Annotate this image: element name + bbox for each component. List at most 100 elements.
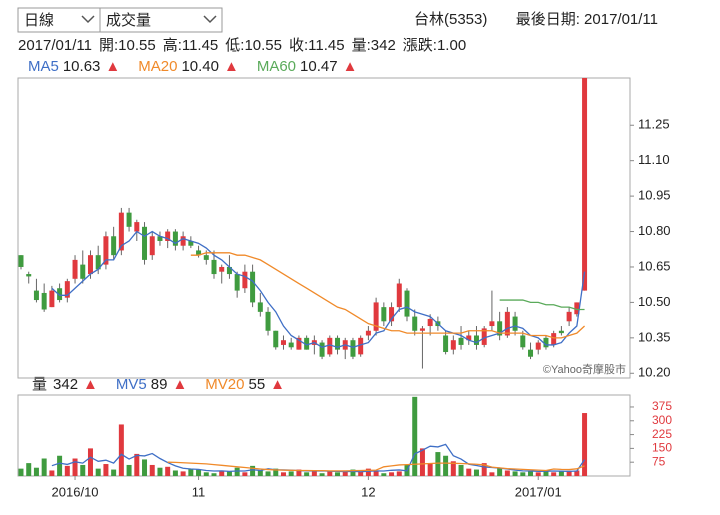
candle-body <box>80 264 86 279</box>
volume-bar <box>419 448 425 476</box>
y-tick-label: 10.20 <box>638 365 671 380</box>
volume-bar <box>26 463 32 476</box>
volume-bar <box>512 471 518 476</box>
legend-name: MV20 <box>205 376 244 393</box>
candle-body <box>427 318 433 327</box>
legend-name: MV5 <box>116 376 147 393</box>
legend-value: 10.40 <box>181 58 219 75</box>
legend-trend: ▲ <box>83 376 98 393</box>
info-item: 高:11.45 <box>163 37 219 54</box>
volume-bar <box>535 472 541 476</box>
candle-body <box>327 337 333 355</box>
legend-name: MA60 <box>257 58 296 75</box>
legend-value: 89 <box>151 376 168 393</box>
select-box[interactable] <box>99 7 223 33</box>
ma-line <box>51 230 586 348</box>
volume-bar <box>242 472 248 476</box>
volume-bar <box>103 464 109 476</box>
volume-panel <box>17 394 631 477</box>
candle-body <box>111 236 117 256</box>
info-item: 開:10.55 <box>99 37 156 54</box>
ma-line <box>190 252 585 339</box>
volume-bar <box>396 471 402 476</box>
candle-body <box>551 333 557 345</box>
candle-body <box>304 337 310 350</box>
period-select[interactable]: 日線 <box>17 7 101 33</box>
y-tick-label: 11.10 <box>638 152 670 167</box>
candle-body <box>396 283 402 308</box>
volume-bar <box>389 472 395 476</box>
volume-bar <box>574 470 580 476</box>
volume-bar <box>450 461 456 476</box>
volume-bar <box>558 471 564 476</box>
candle-body <box>528 349 534 357</box>
legend-value: 55 <box>248 376 265 393</box>
chevron[interactable] <box>81 15 95 24</box>
candle-body <box>149 236 155 256</box>
candle-body <box>566 311 572 322</box>
volume-bar <box>72 458 78 476</box>
candle-body <box>450 340 456 350</box>
select-text[interactable]: 成交量 <box>106 11 151 29</box>
volume-bar <box>566 470 572 476</box>
info-item: 低:10.55 <box>225 37 282 54</box>
volume-bar <box>497 467 503 476</box>
indicator-select[interactable]: 成交量 <box>99 7 223 33</box>
candle-body <box>64 281 70 298</box>
volume-bar <box>257 470 263 476</box>
volume-bar <box>203 472 209 476</box>
volume-bar <box>180 471 186 476</box>
candle-body <box>26 274 32 277</box>
select-text[interactable]: 日線 <box>24 12 54 29</box>
candle-body <box>188 240 194 246</box>
volume-bar <box>504 470 510 476</box>
volume-bar <box>435 452 441 476</box>
chevron[interactable] <box>203 15 217 24</box>
y-tick-label: 10.65 <box>638 258 671 273</box>
volume-bar <box>481 463 487 476</box>
volume-bar <box>157 467 163 476</box>
volume-bar <box>365 468 371 476</box>
ma-line <box>51 443 586 473</box>
volume-bar <box>250 465 256 476</box>
volume-bar <box>188 468 194 476</box>
candle-body <box>118 212 124 251</box>
candle-body <box>543 337 549 348</box>
volume-bar <box>234 467 240 476</box>
ma-legend: MA5 10.63 ▲ MA20 10.40 ▲ MA60 10.47 ▲ <box>28 58 357 75</box>
candle-body <box>203 255 209 260</box>
volume-bar <box>466 468 472 476</box>
volume-bar <box>427 463 433 476</box>
volume-bar <box>165 466 171 476</box>
volume-bar <box>211 473 217 476</box>
volume-bar <box>528 471 534 476</box>
y-tick-label: 10.35 <box>638 329 671 344</box>
candle-body <box>582 78 588 291</box>
info-item: 收:11.45 <box>289 37 345 54</box>
volume-bar <box>64 465 70 476</box>
candle-body <box>196 250 202 256</box>
candle-body <box>381 307 387 322</box>
y-tick-label: 11.25 <box>638 117 670 132</box>
ma-line <box>167 461 585 472</box>
candle-body <box>389 307 395 322</box>
volume-bar <box>280 472 286 476</box>
volume-bar <box>311 470 317 476</box>
candle-body <box>404 290 410 317</box>
candle-body <box>335 337 341 350</box>
candle-body <box>489 321 495 327</box>
volume-bar <box>80 464 86 476</box>
candle-body <box>257 302 263 312</box>
candle-body <box>103 236 109 265</box>
volume-bar <box>358 471 364 476</box>
volume-bar <box>49 470 55 476</box>
candle-body <box>226 266 232 275</box>
watermark: ©Yahoo奇摩股市 <box>543 362 626 376</box>
candle-body <box>288 342 294 348</box>
info-item: 2017/01/11 <box>18 37 92 54</box>
candle-body <box>211 259 217 275</box>
volume-bar <box>196 469 202 476</box>
volume-bar <box>134 453 140 476</box>
volume-bar <box>219 470 225 476</box>
